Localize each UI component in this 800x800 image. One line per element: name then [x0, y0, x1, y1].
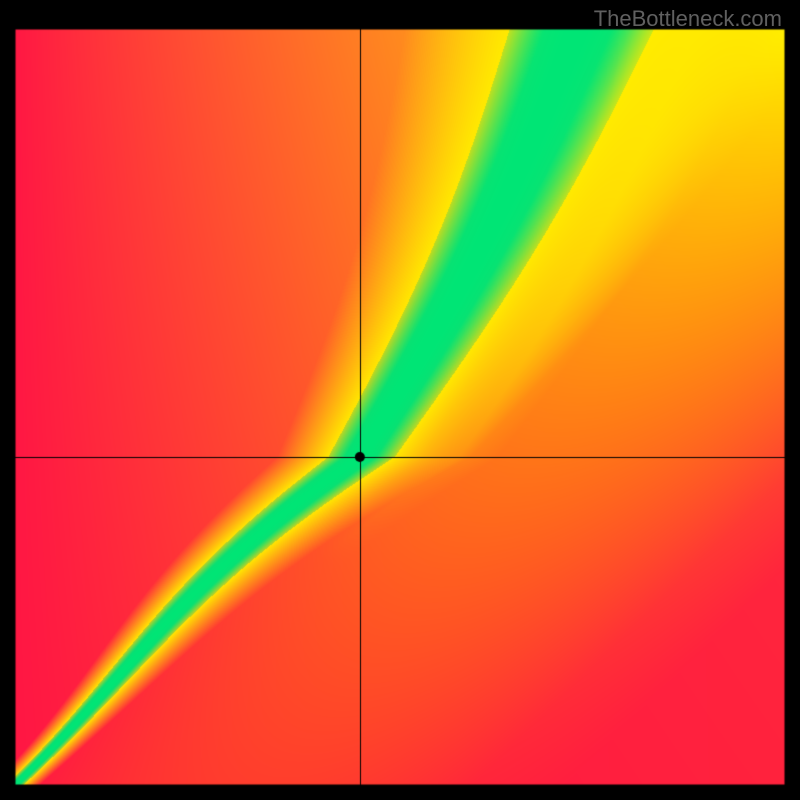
watermark-text: TheBottleneck.com	[594, 6, 782, 32]
